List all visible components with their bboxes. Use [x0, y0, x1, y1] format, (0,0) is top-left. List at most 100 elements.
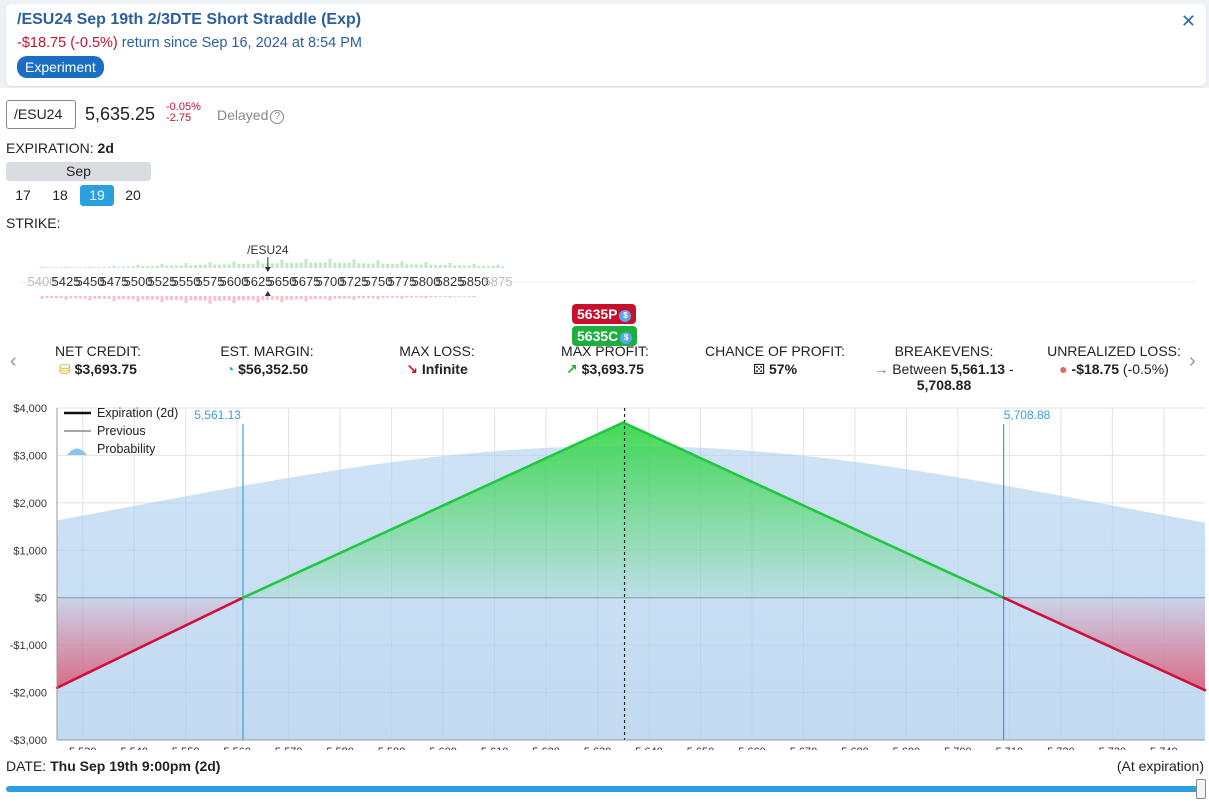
unrealized-pct: (-0.5%)	[1122, 361, 1169, 377]
strike-tick-label: 5675	[292, 274, 321, 289]
legend-label-probability: Probability	[97, 442, 156, 456]
call-volume-bar	[160, 263, 164, 268]
put-volume-bar	[59, 296, 63, 299]
put-volume-bar	[45, 296, 49, 298]
call-volume-bar	[102, 266, 106, 268]
put-volume-bar	[390, 296, 394, 298]
put-volume-bar	[266, 296, 270, 300]
legend-label-expiration: Expiration (2d)	[97, 406, 178, 420]
call-volume-bar	[232, 261, 236, 268]
call-volume-bar	[270, 263, 274, 268]
strike-tick-label: 5425	[52, 274, 81, 289]
breakevens-prefix: Between	[892, 361, 947, 377]
call-volume-bar	[333, 262, 337, 268]
call-volume-bar	[112, 265, 116, 268]
put-volume-bar	[280, 296, 284, 302]
expiration-month[interactable]: Sep	[6, 162, 151, 181]
symbol-input[interactable]: /ESU24	[6, 100, 76, 129]
return-value: -$18.75	[17, 35, 67, 51]
stat-label: MAX PROFIT:	[561, 343, 649, 359]
delayed-indicator[interactable]: Delayed?	[217, 107, 285, 124]
strike-tick-label: 5725	[340, 274, 369, 289]
put-volume-bar	[102, 296, 106, 299]
x-tick-label: 5,550	[172, 746, 200, 750]
call-volume-bar	[381, 263, 385, 268]
put-volume-bar	[256, 296, 260, 303]
put-volume-bar	[64, 296, 68, 300]
profit-loss-chart[interactable]: 5,530 5,540 5,550 5,560 5,570 5,580 5,590 5,600…	[0, 404, 1209, 750]
x-tick-label: 5,580	[326, 746, 354, 750]
put-volume-bar	[318, 296, 322, 300]
put-volume-bar	[453, 296, 457, 297]
put-volume-bar	[294, 296, 298, 300]
put-volume-bar	[170, 296, 174, 301]
put-volume-bar	[155, 296, 159, 300]
put-volume-bar	[362, 296, 366, 299]
strike-tick-label: 5825	[436, 274, 465, 289]
call-volume-bar	[294, 262, 298, 268]
stat-breakevens: BREAKEVENS: → Between 5,561.13 - 5,708.88	[866, 343, 1022, 393]
profit-area	[242, 422, 1004, 598]
strike-label: STRIKE:	[6, 215, 61, 231]
est-margin-value: $56,352.50	[238, 361, 309, 377]
put-leg-pill[interactable]: 5635P $	[572, 304, 637, 324]
put-volume-bar	[347, 296, 351, 299]
underlying-marker-arrow	[264, 267, 271, 272]
put-volume-bar	[357, 296, 361, 299]
y-tick-label: -$2,000	[10, 688, 47, 700]
help-icon[interactable]: ?	[270, 110, 285, 124]
put-volume-bar	[275, 296, 279, 300]
call-volume-bar	[165, 265, 169, 268]
strike-tick-label: 5850	[460, 274, 489, 289]
stat-chance-of-profit: CHANCE OF PROFIT: ⚄ 57%	[700, 343, 850, 378]
strike-tick-label: 5450	[76, 274, 105, 289]
strike-selector[interactable]: 5400542554505475550055255550557556005625…	[0, 238, 1209, 338]
put-volume-bar	[232, 296, 236, 304]
expiration-day-19[interactable]: 19	[80, 185, 114, 206]
call-volume-bar	[434, 264, 438, 268]
call-volume-bar	[69, 267, 73, 268]
date-slider-track[interactable]	[6, 786, 1199, 792]
experiment-badge[interactable]: Experiment	[17, 56, 104, 78]
put-volume-bar	[438, 296, 442, 298]
call-volume-bar	[496, 264, 500, 268]
put-volume-bar	[472, 296, 476, 298]
call-volume-bar	[122, 266, 126, 268]
stats-bar: NET CREDIT: ⛁ $3,693.75 EST. MARGIN: ◔ $…	[0, 343, 1209, 393]
expiration-day-20[interactable]: 20	[125, 187, 141, 203]
breakeven-high: 5,708.88	[916, 377, 972, 393]
expiration-day-18[interactable]: 18	[52, 187, 68, 203]
stat-value: ⛁ $3,693.75	[40, 361, 156, 378]
call-volume-bar	[357, 263, 361, 268]
x-tick-label: 5,650	[687, 746, 715, 750]
call-volume-bar	[93, 267, 97, 268]
put-volume-bar	[40, 296, 44, 300]
stats-next-arrow[interactable]: ›	[1189, 350, 1196, 372]
call-volume-bar	[59, 267, 63, 268]
call-volume-bar	[467, 265, 471, 268]
expiration-day-17[interactable]: 17	[15, 187, 31, 203]
call-volume-bar	[150, 265, 154, 268]
call-volume-bar	[314, 262, 318, 268]
put-volume-bar	[237, 296, 241, 301]
stats-prev-arrow[interactable]: ‹	[10, 350, 17, 372]
call-volume-bar	[501, 266, 505, 268]
put-volume-bar	[107, 296, 111, 300]
call-volume-bar	[280, 259, 284, 268]
put-volume-bar	[165, 296, 169, 300]
close-icon[interactable]: ✕	[1180, 11, 1196, 31]
call-volume-bar	[323, 262, 327, 268]
call-volume-bar	[54, 267, 58, 268]
date-slider-handle[interactable]	[1196, 779, 1206, 799]
call-volume-bar	[482, 265, 486, 268]
pie-chart-icon: ◔	[225, 361, 235, 377]
date-label: DATE:	[6, 758, 47, 774]
price-change: -0.05% -2.75	[166, 102, 201, 124]
call-leg-pill[interactable]: 5635C $	[572, 326, 638, 346]
call-volume-bar	[174, 265, 178, 268]
call-volume-bar	[462, 265, 466, 268]
breakeven-low: 5,561.13	[950, 361, 1006, 377]
position-header-card: /ESU24 Sep 19th 2/3DTE Short Straddle (E…	[6, 4, 1206, 86]
put-volume-bar	[333, 296, 337, 299]
call-volume-bar	[304, 258, 308, 268]
